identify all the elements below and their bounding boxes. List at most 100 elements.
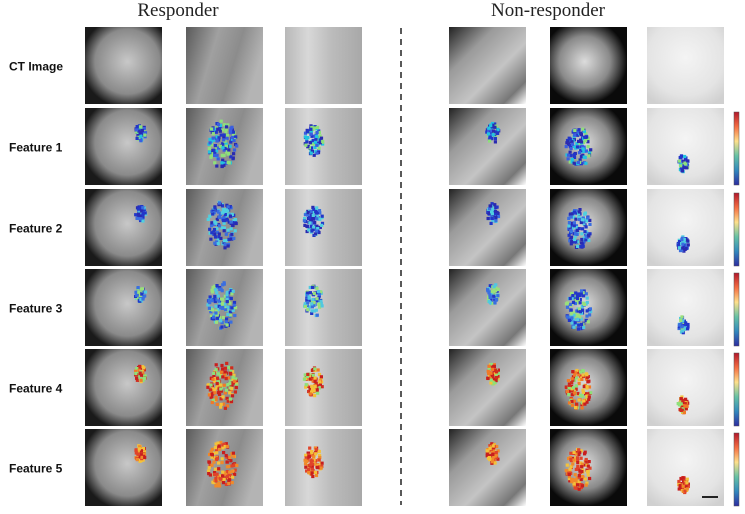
feature-pixel [586,136,590,140]
feature-pixel [577,448,581,452]
feature-pixel [221,443,225,447]
feature-pixel [212,374,216,378]
feature-pixel [228,397,233,401]
feature-pixel [490,129,494,133]
feature-pixel [211,132,215,136]
feature-pixel [223,445,227,449]
feature-pixel [565,463,569,467]
group-title: Responder [137,0,219,21]
feature-pixel [319,299,323,303]
feature-pixel [686,325,690,329]
feature-pixel [143,290,148,294]
row-label: Feature 4 [9,382,63,396]
feature-pixel [580,322,584,327]
feature-pixel [680,246,684,250]
feature-pixel [306,211,310,215]
feature-pixel [220,363,224,368]
feature-pixel [221,474,225,478]
feature-pixel [303,223,307,227]
feature-pixel [315,313,319,317]
feature-pixel [579,317,583,321]
feature-pixel [219,397,223,401]
feature-pixel [219,127,223,131]
feature-pixel [318,455,322,460]
feature-pixel [220,302,224,306]
feature-pixel [308,387,312,391]
feature-pixel [586,464,590,468]
feature-pixel [578,450,582,455]
feature-pixel [135,296,139,300]
feature-pixel [318,138,322,142]
feature-pixel [134,371,138,376]
feature-pixel [222,221,226,225]
feature-pixel [676,243,680,247]
feature-pixel [565,141,569,145]
feature-pixel [569,308,573,312]
image-tile [85,189,162,266]
feature-pixel [304,383,308,387]
feature-pixel [684,321,688,325]
feature-pixel [225,125,229,129]
feature-pixel [225,203,229,207]
feature-pixel [575,142,579,146]
feature-pixel [309,127,313,131]
feature-pixel [310,459,314,463]
feature-pixel [571,130,575,134]
image-tile [85,429,162,506]
feature-pixel [576,309,580,313]
feature-pixel [568,239,572,243]
image-tile [647,27,724,104]
feature-pixel [570,157,574,162]
feature-pixel [586,320,590,324]
feature-pixel [210,447,214,451]
feature-pixel [223,391,227,395]
feature-pixel [213,294,217,299]
feature-pixel [584,292,588,296]
feature-pixel [215,230,220,234]
feature-pixel [219,133,223,137]
feature-pixel [583,149,587,153]
feature-pixel [494,283,498,287]
feature-pixel [230,366,234,370]
feature-pixel [571,386,576,390]
feature-pixel [303,304,307,309]
feature-pixel [214,457,218,462]
feature-pixel [226,383,230,387]
feature-pixel [136,452,140,456]
feature-pixel [310,471,314,475]
feature-pixel [488,454,492,458]
feature-pixel [224,144,229,148]
feature-pixel [485,454,489,458]
feature-pixel [486,216,490,221]
feature-pixel [210,231,214,235]
feature-pixel [215,382,219,386]
feature-pixel [311,373,315,377]
feature-pixel [213,144,217,148]
feature-pixel [221,470,225,474]
feature-pixel [206,469,211,473]
feature-pixel [216,127,220,131]
feature-pixel [231,451,235,455]
feature-pixel [489,378,493,382]
feature-pixel [305,291,310,295]
feature-pixel [312,388,316,393]
feature-pixel [583,212,587,216]
colorbar [733,352,740,427]
feature-pixel [223,294,227,298]
feature-pixel [489,365,494,369]
feature-pixel [580,289,584,293]
feature-pixel [234,221,238,226]
feature-pixel [137,212,141,216]
feature-pixel [310,451,314,455]
feature-pixel [141,447,145,451]
feature-pixel [582,155,586,159]
feature-pixel [217,461,221,465]
feature-pixel [584,377,589,381]
feature-pixel [217,316,221,320]
feature-pixel [314,208,318,212]
feature-pixel [316,290,321,294]
feature-pixel [572,155,577,159]
feature-pixel [314,211,318,215]
feature-pixel [577,307,581,311]
feature-pixel [488,446,492,450]
